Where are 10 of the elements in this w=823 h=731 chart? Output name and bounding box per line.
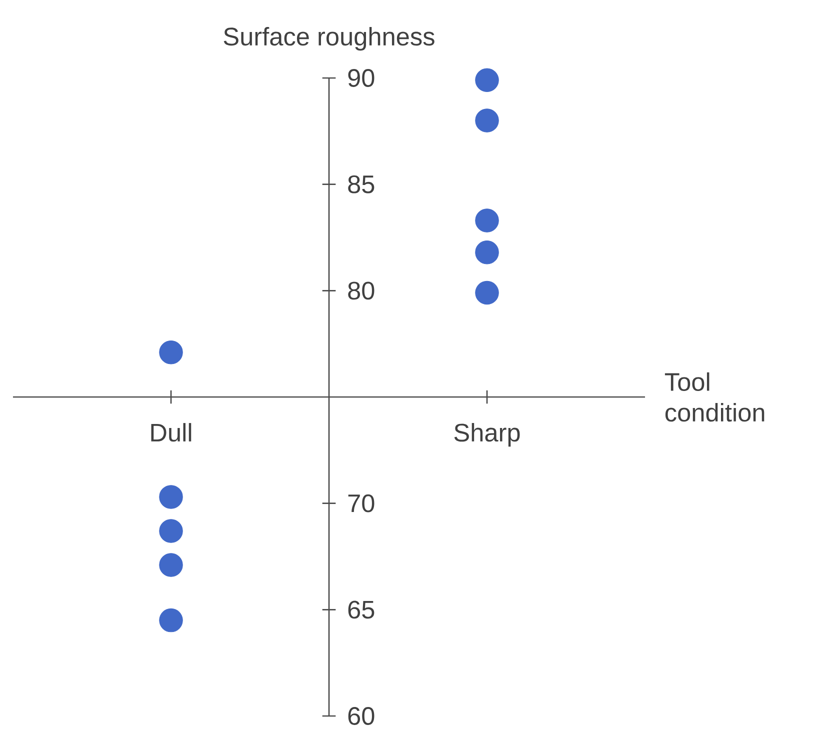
y-axis-title: Surface roughness xyxy=(224,27,434,51)
x-tick-label: Sharp xyxy=(454,423,520,447)
x-axis-title: Tool condition xyxy=(664,372,764,422)
y-tick-label: 85 xyxy=(348,175,374,194)
y-tick-label: 70 xyxy=(348,494,374,512)
y-tick-label: 90 xyxy=(348,69,374,87)
y-tick-label: 80 xyxy=(348,282,374,300)
y-tick-label: 60 xyxy=(348,707,374,725)
x-tick-label: Dull xyxy=(151,423,192,442)
y-tick-label: 65 xyxy=(348,600,374,619)
